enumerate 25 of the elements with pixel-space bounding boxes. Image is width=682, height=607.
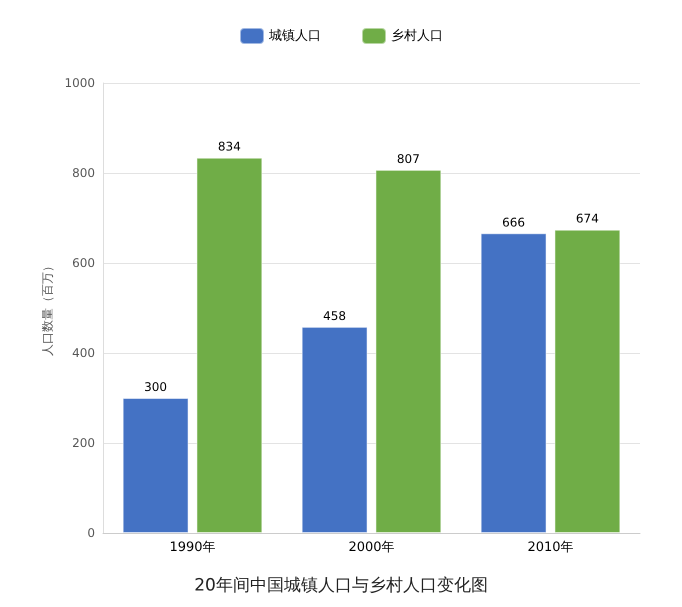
data-label: 807 <box>396 152 420 166</box>
bar <box>480 233 547 533</box>
bar <box>554 230 620 533</box>
bar <box>122 398 189 533</box>
data-label: 674 <box>576 212 599 226</box>
data-label: 458 <box>323 308 346 323</box>
x-tick-label: 2010年 <box>527 540 574 555</box>
bar <box>302 326 368 533</box>
text: 20年间中国城镇人口与乡村人口变化图 <box>194 576 488 596</box>
y-tick-label: 1000 <box>64 76 95 90</box>
data-label: 834 <box>218 140 241 154</box>
legend-label: 乡村人口 <box>391 28 443 44</box>
bar <box>196 158 262 533</box>
y-tick-label: 200 <box>72 436 95 450</box>
bar <box>375 170 442 533</box>
y-tick-label: 600 <box>72 256 95 270</box>
legend-label: 城镇人口 <box>268 28 321 44</box>
y-tick-label: 400 <box>72 346 95 360</box>
x-tick-label: 2000年 <box>348 540 395 555</box>
data-label: 666 <box>502 215 526 230</box>
y-axis-title: 人口数量（百万） <box>40 260 55 356</box>
data-label: 300 <box>144 380 168 394</box>
y-tick-label: 800 <box>72 166 95 180</box>
x-tick-label: 1990年 <box>169 540 216 555</box>
y-tick-label: 0 <box>87 526 95 540</box>
